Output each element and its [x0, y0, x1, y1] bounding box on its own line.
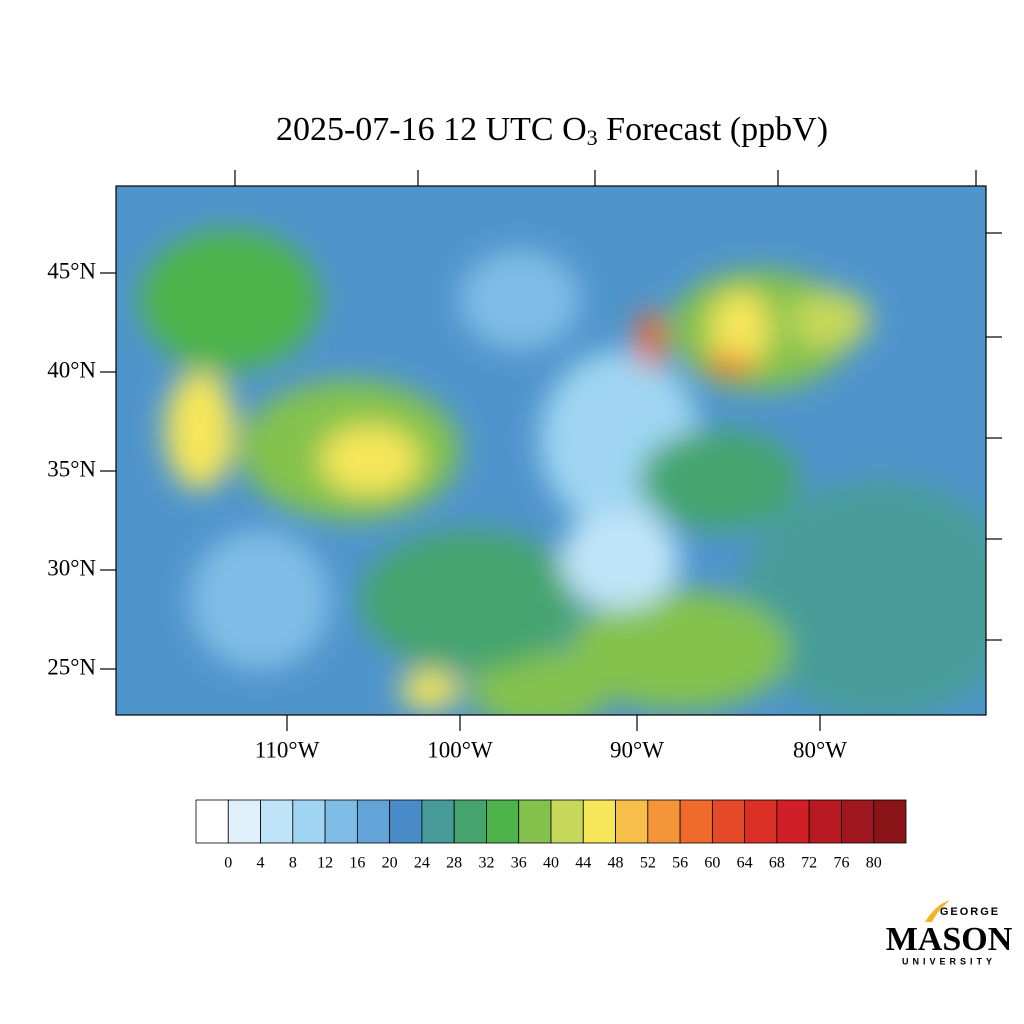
- colorbar-swatch: [550, 799, 584, 844]
- colorbar-swatch: [582, 799, 616, 844]
- colorbar-swatch: [324, 799, 358, 844]
- colorbar-label: 36: [511, 855, 527, 872]
- colorbar-swatch: [421, 799, 455, 844]
- colorbar-label: 8: [289, 855, 297, 872]
- colorbar-swatch: [776, 799, 810, 844]
- map-ticks: [100, 170, 1002, 731]
- colorbar-swatch: [292, 799, 326, 844]
- colorbar-swatch: [389, 799, 423, 844]
- axis-labels: 45°N 40°N 35°N 30°N 25°N 110°W 100°W 90°W 80°W: [47, 258, 847, 762]
- lon-label: 100°W: [427, 737, 493, 762]
- colorbar-label: 20: [382, 855, 398, 872]
- colorbar-swatch: [195, 799, 229, 844]
- lat-label: 35°N: [47, 456, 96, 481]
- colorbar-label: 60: [704, 855, 720, 872]
- colorbar-swatch: [744, 799, 778, 844]
- colorbar-swatch: [227, 799, 261, 844]
- colorbar-label: 64: [737, 855, 753, 872]
- colorbar-label: 28: [446, 855, 462, 872]
- lon-label: 90°W: [610, 737, 664, 762]
- colorbar-swatch: [873, 799, 907, 844]
- title-text: 2025-07-16 12 UTC O: [276, 111, 587, 148]
- title-text: Forecast (ppbV): [598, 111, 828, 148]
- colorbar-label: 12: [317, 855, 333, 872]
- colorbar-swatch: [841, 799, 875, 844]
- colorbar-swatch: [711, 799, 746, 844]
- colorbar-swatch: [260, 799, 294, 844]
- lat-label: 25°N: [47, 654, 96, 679]
- colorbar-label: 4: [257, 855, 265, 872]
- title-subscript: 3: [587, 125, 598, 150]
- logo-bottom: UNIVERSITY: [902, 956, 996, 966]
- colorbar-label: 32: [478, 855, 494, 872]
- colorbar-label: 76: [833, 855, 849, 872]
- colorbar-label: 56: [672, 855, 688, 872]
- logo-top: GEORGE: [940, 906, 1000, 918]
- ozone-field: [116, 186, 986, 715]
- colorbar-label: 68: [769, 855, 785, 872]
- lat-label: 45°N: [47, 258, 96, 283]
- colorbar-swatch: [518, 799, 552, 844]
- colorbar-swatch: [486, 799, 520, 844]
- colorbar-label: 80: [866, 855, 882, 872]
- colorbar-label: 40: [543, 855, 559, 872]
- colorbar-label: 48: [608, 855, 624, 872]
- colorbar-label: 52: [640, 855, 656, 872]
- colorbar-label: 72: [801, 855, 817, 872]
- colorbar-swatch: [647, 799, 681, 844]
- colorbar-label: 16: [349, 855, 365, 872]
- colorbar-swatch: [679, 799, 713, 844]
- map-frame: [115, 185, 987, 716]
- colorbar-swatch: [808, 799, 842, 844]
- colorbar-label: 44: [575, 855, 591, 872]
- colorbar-label: 0: [224, 855, 232, 872]
- lat-label: 30°N: [47, 555, 96, 580]
- colorbar-swatch: [356, 799, 391, 844]
- colorbar-label: 24: [414, 855, 430, 872]
- colorbar: 0 4 8 12 16 20 24 28 32 36 40 44 48 52 56 60 64 68 72 76 80: [195, 799, 907, 872]
- title: 2025-07-16 12 UTC O3 Forecast (ppbV): [276, 111, 828, 150]
- colorbar-swatch: [615, 799, 649, 844]
- lon-label: 110°W: [255, 737, 320, 762]
- lat-label: 40°N: [47, 357, 96, 382]
- logo-main: MASON: [886, 921, 1013, 958]
- lon-label: 80°W: [793, 737, 847, 762]
- colorbar-swatch: [453, 799, 487, 844]
- logo: GEORGE MASON UNIVERSITY: [886, 900, 1013, 966]
